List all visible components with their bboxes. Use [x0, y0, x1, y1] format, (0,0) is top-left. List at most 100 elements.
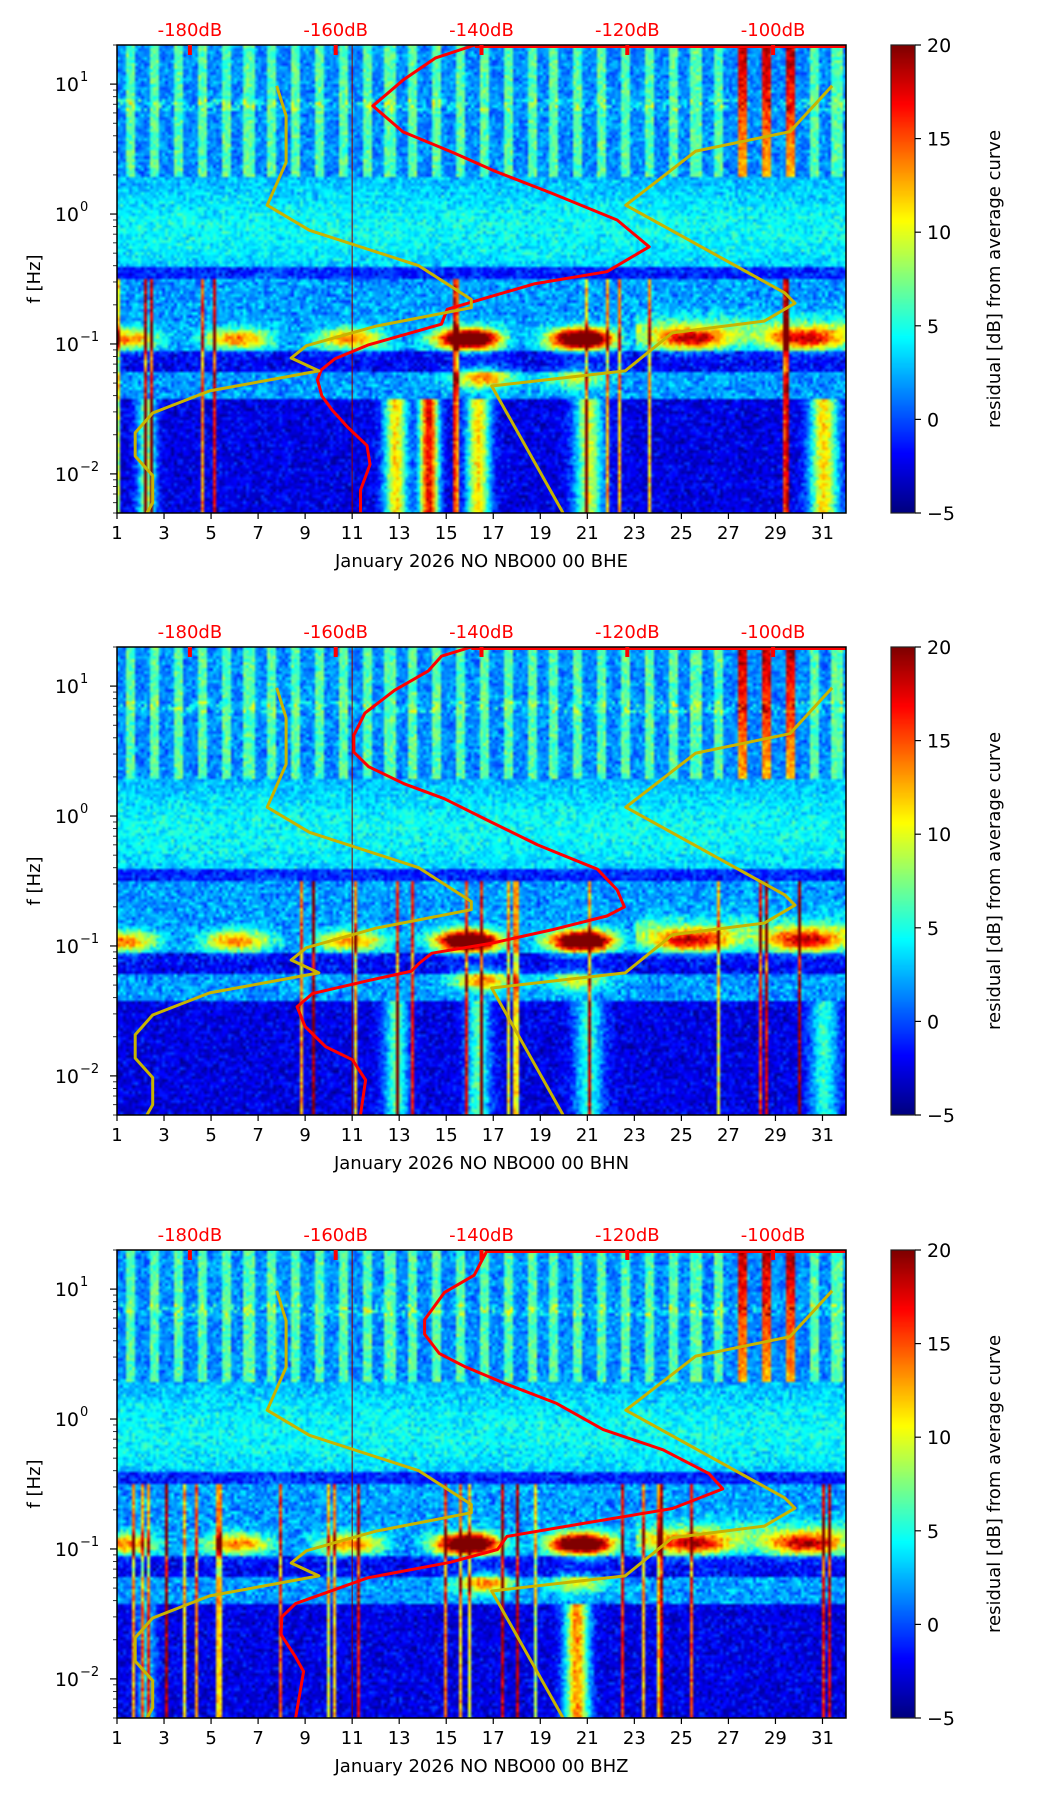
x-tick-label: 29 — [764, 1728, 787, 1749]
x-tick-label: 9 — [299, 1728, 310, 1749]
average-psd-curve — [279, 1250, 725, 1718]
plot-frame — [116, 44, 847, 514]
y-tick-exponent: −2 — [80, 1062, 99, 1077]
db-tick-label: -160dB — [303, 622, 368, 643]
average-psd-curve — [316, 45, 651, 513]
colorbar-label: residual [dB] from average curve — [984, 732, 1005, 1030]
y-tick-exponent: −2 — [80, 460, 99, 475]
x-tick-label: 19 — [529, 523, 552, 544]
x-tick-label: 29 — [764, 1125, 787, 1146]
x-tick-label: 7 — [252, 523, 263, 544]
high-noise-model-curve — [490, 84, 834, 513]
y-tick-exponent: −1 — [80, 932, 99, 947]
x-axis-label: January 2026 NO NBO00 00 BHZ — [334, 1756, 629, 1777]
x-tick-label: 27 — [717, 1125, 740, 1146]
db-tick — [187, 1250, 192, 1260]
db-tick — [771, 647, 776, 657]
x-tick-label: 21 — [576, 1125, 599, 1146]
x-tick-label: 5 — [205, 1125, 216, 1146]
db-tick — [333, 1250, 338, 1260]
db-tick — [479, 45, 484, 55]
x-tick-label: 31 — [811, 523, 834, 544]
colorbar-tick-label: 10 — [927, 824, 951, 846]
colorbar-tick-label: 20 — [927, 1240, 951, 1262]
x-tick-label: 19 — [529, 1125, 552, 1146]
x-axis-label: January 2026 NO NBO00 00 BHE — [334, 551, 628, 572]
spectrogram-panel-bhz: 1 3 5 7 9 11 13 15 17 19 21 23 25 27 29 31 January 2026 … — [0, 1205, 1052, 1807]
x-tick-label: 3 — [158, 1125, 169, 1146]
db-tick-label: -120dB — [595, 622, 660, 643]
y-axis-label: f [Hz] — [24, 856, 45, 905]
db-tick — [771, 1250, 776, 1260]
colorbar-frame — [890, 646, 916, 1116]
colorbar-tick-label: −5 — [927, 1708, 955, 1730]
x-tick-label: 25 — [670, 523, 693, 544]
x-tick-label: 15 — [435, 523, 458, 544]
colorbar-tick-label: 5 — [927, 1521, 939, 1543]
x-tick-label: 17 — [482, 523, 505, 544]
db-tick-label: -140dB — [449, 622, 514, 643]
x-tick-label: 5 — [205, 523, 216, 544]
x-tick-label: 21 — [576, 1728, 599, 1749]
x-tick-label: 19 — [529, 1728, 552, 1749]
plot-frame — [116, 1249, 847, 1719]
y-tick-exponent: 1 — [80, 672, 88, 687]
colorbar-tick-label: 20 — [927, 35, 951, 57]
x-tick-label: 13 — [388, 1728, 411, 1749]
colorbar-gradient — [891, 647, 915, 1115]
plot-frame — [116, 646, 847, 1116]
db-tick — [479, 1250, 484, 1260]
db-tick — [625, 1250, 630, 1260]
db-tick-label: -180dB — [158, 622, 223, 643]
x-tick-label: 31 — [811, 1125, 834, 1146]
colorbar-tick-label: 20 — [927, 637, 951, 659]
y-tick-label: 10 — [55, 1409, 79, 1431]
db-tick — [771, 45, 776, 55]
x-tick-label: 17 — [482, 1728, 505, 1749]
x-tick-label: 11 — [341, 1125, 364, 1146]
x-tick-label: 3 — [158, 523, 169, 544]
colorbar-tick-label: 10 — [927, 1427, 951, 1449]
low-noise-model-curve — [133, 85, 473, 513]
x-tick-label: 5 — [205, 1728, 216, 1749]
colorbar-tick-label: −5 — [927, 1105, 955, 1127]
spectrogram-image — [117, 45, 846, 513]
colorbar-gradient — [891, 1250, 915, 1718]
spectrogram-panel-bhe: 1 3 5 7 9 11 13 15 17 19 21 23 25 27 29 31 January 2026 … — [0, 0, 1052, 602]
colorbar-tick-label: 5 — [927, 918, 939, 940]
x-tick-label: 25 — [670, 1728, 693, 1749]
y-tick-exponent: −1 — [80, 1535, 99, 1550]
y-tick-label: 10 — [55, 1279, 79, 1301]
colorbar-gradient — [891, 45, 915, 513]
y-tick-label: 10 — [55, 204, 79, 226]
y-tick-exponent: 0 — [80, 200, 88, 215]
y-tick-exponent: −1 — [80, 330, 99, 345]
y-tick-label: 10 — [55, 334, 79, 356]
colorbar-frame — [890, 44, 916, 514]
x-tick-label: 27 — [717, 523, 740, 544]
x-tick-label: 11 — [341, 1728, 364, 1749]
db-tick-label: -120dB — [595, 20, 660, 41]
y-tick-label: 10 — [55, 676, 79, 698]
x-tick-label: 7 — [252, 1125, 263, 1146]
db-tick-label: -180dB — [158, 20, 223, 41]
x-tick-label: 29 — [764, 523, 787, 544]
y-axis-label: f [Hz] — [24, 1459, 45, 1508]
db-tick — [187, 647, 192, 657]
x-tick-label: 27 — [717, 1728, 740, 1749]
x-tick-label: 15 — [435, 1125, 458, 1146]
db-tick — [479, 647, 484, 657]
colorbar-tick-label: 0 — [927, 409, 939, 431]
x-tick-label: 21 — [576, 523, 599, 544]
colorbar-tick-label: 15 — [927, 129, 951, 151]
x-tick-label: 3 — [158, 1728, 169, 1749]
x-tick-label: 13 — [388, 1125, 411, 1146]
db-tick — [333, 45, 338, 55]
db-tick-label: -140dB — [449, 1225, 514, 1246]
spectrogram-image — [117, 647, 846, 1115]
colorbar-tick-label: 0 — [927, 1614, 939, 1636]
colorbar-tick-label: 5 — [927, 316, 939, 338]
